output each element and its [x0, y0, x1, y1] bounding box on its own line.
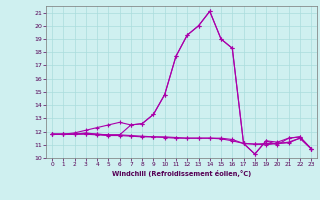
X-axis label: Windchill (Refroidissement éolien,°C): Windchill (Refroidissement éolien,°C) [112, 170, 251, 177]
